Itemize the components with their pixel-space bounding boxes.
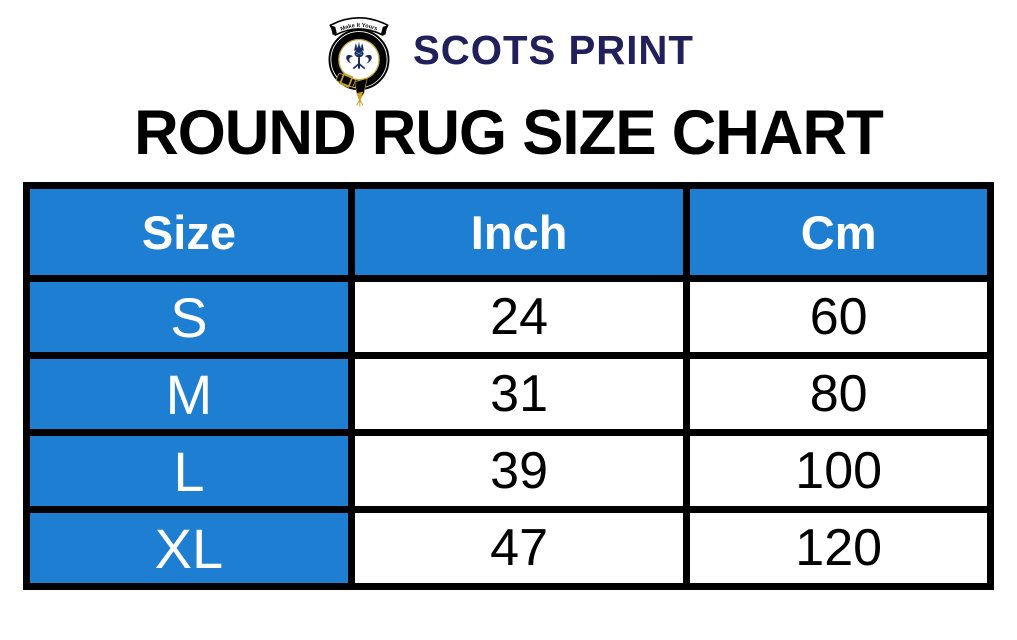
table-row: S 24 60 bbox=[23, 275, 994, 359]
inch-cell: 31 bbox=[347, 352, 691, 436]
size-cell: M bbox=[23, 352, 355, 436]
inch-cell: 24 bbox=[347, 275, 691, 359]
header-row: Size Inch Cm bbox=[23, 182, 994, 282]
brand-name: SCOTS PRINT bbox=[413, 27, 695, 73]
cm-cell: 60 bbox=[683, 275, 994, 359]
size-chart-table-body: S 24 60 M 31 80 L 39 100 XL 47 120 bbox=[23, 275, 994, 590]
size-chart-table: Size Inch Cm S 24 60 M 31 80 L 39 100 XL… bbox=[23, 182, 994, 590]
cm-cell: 100 bbox=[683, 429, 994, 513]
belt-buckle-icon bbox=[336, 72, 368, 107]
inch-cell: 39 bbox=[347, 429, 691, 513]
inch-cell: 47 bbox=[347, 506, 691, 590]
size-chart-table-header: Size Inch Cm bbox=[23, 182, 994, 282]
size-cell: S bbox=[23, 275, 355, 359]
size-cell: L bbox=[23, 429, 355, 513]
column-header-size: Size bbox=[23, 182, 355, 282]
column-header-inch: Inch bbox=[347, 182, 691, 282]
column-header-cm: Cm bbox=[683, 182, 994, 282]
cm-cell: 120 bbox=[683, 506, 994, 590]
page-title: ROUND RUG SIZE CHART bbox=[134, 98, 884, 168]
brand-header: Make It Yours bbox=[0, 0, 1017, 107]
table-row: M 31 80 bbox=[23, 352, 994, 436]
table-row: XL 47 120 bbox=[23, 506, 994, 590]
size-cell: XL bbox=[23, 506, 355, 590]
thistle-icon bbox=[346, 41, 372, 70]
crest-motto-text: Make It Yours bbox=[340, 23, 378, 33]
cm-cell: 80 bbox=[683, 352, 994, 436]
table-row: L 39 100 bbox=[23, 429, 994, 513]
scots-print-crest-icon: Make It Yours bbox=[328, 17, 390, 107]
